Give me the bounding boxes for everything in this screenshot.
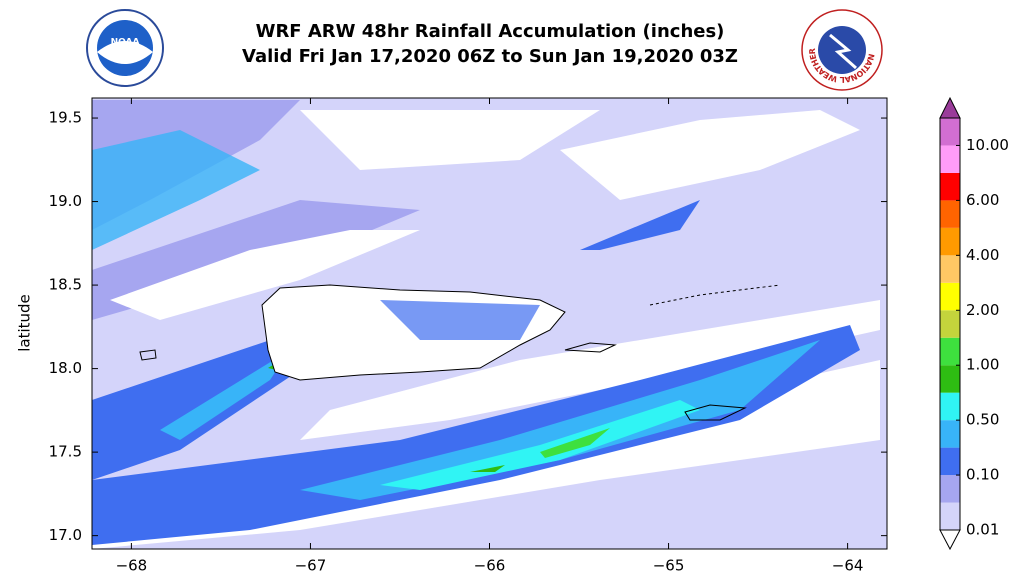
colorbar-bin	[940, 420, 960, 448]
colorbar-label: 10.00	[966, 136, 1009, 154]
colorbar-label: 1.00	[966, 356, 999, 374]
colorbar-bin	[940, 255, 960, 283]
x-tick-label: −67	[295, 557, 327, 575]
y-tick-label: 18.0	[49, 359, 82, 377]
colorbar-frame	[939, 117, 961, 531]
x-tick-label: −66	[474, 557, 506, 575]
x-tick-label: −64	[832, 557, 864, 575]
logo-text: NOAA	[111, 38, 140, 48]
colorbar-bin	[940, 282, 960, 311]
colorbar-bin	[940, 118, 960, 146]
y-tick-label: 18.5	[49, 276, 82, 294]
colorbar-label: 2.00	[966, 301, 999, 319]
colorbar-bin	[940, 310, 960, 338]
colorbar-bin	[940, 392, 960, 421]
colorbar-label: 0.50	[966, 411, 999, 429]
y-tick-label: 19.0	[49, 192, 82, 210]
colorbar-bin	[940, 227, 960, 256]
colorbar-bin	[940, 172, 960, 201]
x-tick-label: −65	[653, 557, 685, 575]
noaa-logo: NOAA	[86, 9, 164, 87]
title-line: Valid Fri Jan 17,2020 06Z to Sun Jan 19,…	[242, 46, 738, 67]
y-tick-label: 17.0	[49, 526, 82, 544]
colorbar-label: 4.00	[966, 246, 999, 264]
colorbar-bin	[940, 337, 960, 366]
colorbar-label: 0.01	[966, 521, 999, 539]
y-tick-label: 17.5	[49, 443, 82, 461]
y-axis-label: latitude	[16, 294, 34, 352]
colorbar-bin	[940, 145, 960, 173]
colorbar-label: 6.00	[966, 191, 999, 209]
colorbar-bin	[940, 365, 960, 393]
colorbar-bin	[940, 502, 960, 530]
colorbar-label: 0.10	[966, 466, 999, 484]
y-tick-label: 19.5	[49, 109, 82, 127]
colorbar-under	[939, 529, 961, 551]
colorbar-over	[939, 96, 961, 119]
colorbar-bin	[940, 447, 960, 476]
rainfall-field	[92, 98, 887, 549]
title-line: WRF ARW 48hr Rainfall Accumulation (inch…	[256, 21, 725, 42]
colorbar-bin	[940, 200, 960, 228]
x-tick-label: −68	[116, 557, 148, 575]
colorbar-bin	[940, 475, 960, 503]
